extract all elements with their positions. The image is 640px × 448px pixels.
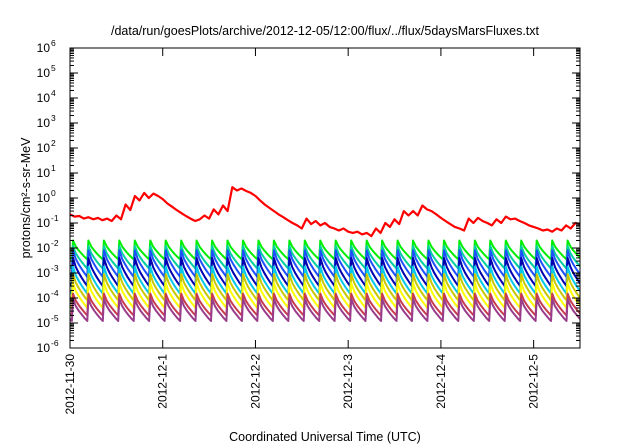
y-tick-label: 10 [37,241,51,255]
y-tick-exponent: -6 [51,338,59,348]
y-tick-exponent: 2 [51,138,56,148]
y-tick-exponent: 0 [51,188,56,198]
x-tick-label: 2012-12-2 [248,354,262,409]
y-tick-exponent: 3 [51,113,56,123]
series-line-6 [70,273,580,302]
y-tick-label: 10 [37,266,51,280]
y-tick-exponent: 6 [51,38,56,48]
y-tick-label: 10 [37,291,51,305]
y-tick-exponent: -2 [51,238,59,248]
y-tick-label: 10 [37,216,51,230]
y-tick-exponent: -1 [51,213,59,223]
y-tick-exponent: 5 [51,63,56,73]
series-line-0 [70,186,580,238]
y-tick-label: 10 [37,116,51,130]
y-tick-exponent: -4 [51,288,59,298]
y-tick-label: 10 [37,66,51,80]
x-tick-label: 2012-11-30 [63,354,77,415]
series-line-5 [70,265,580,295]
y-tick-label: 10 [37,341,51,355]
series-line-7 [70,281,580,309]
y-tick-exponent: 4 [51,88,56,98]
x-axis: 2012-11-30 2012-12-1 2012-12-2 2012-12-3 201… [63,48,541,415]
y-tick-exponent: 1 [51,163,56,173]
series-line-1 [70,239,580,261]
y-axis-label: protons/cm²-s-sr-MeV [19,137,33,259]
x-tick-label: 2012-12-3 [341,354,355,409]
plot-area [70,186,580,322]
chart-title: /data/run/goesPlots/archive/2012-12-05/1… [111,24,540,38]
series-line-9 [70,298,580,322]
y-tick-label: 10 [37,141,51,155]
x-axis-label: Coordinated Universal Time (UTC) [229,430,421,444]
series-line-3 [70,249,580,278]
y-tick-label: 10 [37,166,51,180]
y-tick-exponent: -5 [51,313,59,323]
x-tick-label: 2012-12-4 [434,354,448,409]
y-tick-label: 10 [37,316,51,330]
y-tick-label: 10 [37,41,51,55]
series-line-8 [70,292,580,317]
x-tick-label: 2012-12-5 [527,354,541,409]
series-line-4 [70,256,580,288]
y-axis: 10 -610 -510 -410 -310 -210 -110 010 110 210 310 41… [37,38,580,355]
y-tick-exponent: -3 [51,263,59,273]
x-tick-label: 2012-12-1 [156,354,170,409]
y-tick-label: 10 [37,91,51,105]
y-tick-label: 10 [37,191,51,205]
